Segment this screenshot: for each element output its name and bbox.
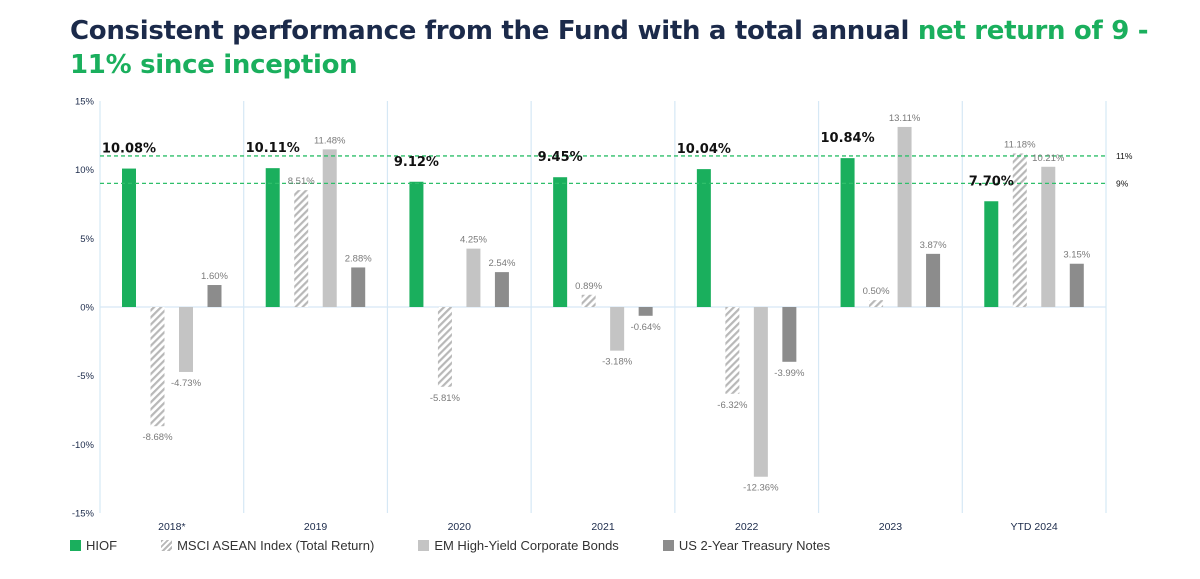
y-tick-label: -10% (72, 440, 95, 451)
bar-us-treasury (926, 253, 941, 307)
value-label-us-treasury: -0.64% (631, 322, 662, 333)
bar-msci (294, 190, 309, 307)
value-label-hiof: 9.45% (538, 150, 583, 165)
value-label-hiof: 10.04% (677, 142, 731, 157)
page-title: Consistent performance from the Fund wit… (70, 14, 1170, 82)
bar-msci (1012, 153, 1027, 307)
value-label-msci: 11.18% (1004, 139, 1036, 150)
legend-label-hiof: HIOF (86, 538, 118, 553)
legend-item-em-bonds: EM High-Yield Corporate Bonds (418, 538, 619, 553)
bar-msci (437, 307, 452, 387)
legend-label-msci: MSCI ASEAN Index (Total Return) (177, 538, 375, 553)
bar-hiof (553, 177, 568, 307)
value-label-hiof: 10.84% (820, 131, 874, 146)
value-label-em-bonds: -3.18% (602, 357, 633, 368)
bar-us-treasury (1069, 263, 1084, 307)
y-tick-label: -15% (72, 509, 95, 520)
value-label-msci: -8.68% (142, 432, 173, 443)
x-category-label: YTD 2024 (1011, 521, 1058, 533)
bar-em-bonds (897, 126, 912, 308)
bar-us-treasury (494, 272, 509, 307)
legend-item-msci: MSCI ASEAN Index (Total Return) (161, 538, 374, 553)
value-label-us-treasury: 1.60% (201, 271, 228, 282)
bar-us-treasury (207, 285, 222, 307)
reference-line-label: 11% (1116, 151, 1133, 161)
value-label-msci: 0.50% (863, 286, 890, 297)
legend-label-us-treasury: US 2-Year Treasury Notes (678, 538, 831, 553)
legend-swatch-us-treasury (662, 540, 674, 551)
bar-msci (150, 307, 165, 427)
value-label-us-treasury: 2.54% (488, 258, 515, 269)
value-label-us-treasury: 3.87% (920, 240, 947, 251)
bar-hiof (984, 201, 999, 307)
value-label-hiof: 10.08% (102, 142, 156, 157)
y-tick-label: 0% (80, 303, 94, 314)
bar-em-bonds (179, 307, 193, 372)
chart-labels: 15% 10% 5% 0% -5% -10% -15% 10.08% 10.11% 9.12% 9.… (72, 97, 1133, 534)
value-label-us-treasury: -3.99% (774, 368, 805, 379)
value-label-msci: 0.89% (575, 281, 602, 292)
value-label-msci: 8.51% (288, 176, 315, 187)
x-category-label: 2023 (879, 521, 903, 533)
y-tick-label: 10% (75, 165, 95, 176)
bar-hiof (840, 158, 855, 307)
bar-hiof (409, 181, 424, 307)
value-label-em-bonds: 13.11% (889, 113, 921, 124)
value-label-us-treasury: 3.15% (1063, 250, 1090, 261)
bar-msci (869, 300, 884, 307)
value-label-hiof: 10.11% (246, 141, 300, 156)
value-label-hiof: 9.12% (394, 155, 439, 170)
x-category-label: 2020 (448, 521, 472, 533)
y-tick-label: 15% (75, 97, 95, 108)
title-part-2: net return of 9 - 11% since inception (70, 16, 1149, 80)
value-label-hiof: 7.70% (969, 174, 1014, 189)
bar-msci (725, 307, 740, 394)
bar-em-bonds (466, 248, 481, 307)
legend-item-hiof: HIOF (70, 538, 117, 553)
bar-hiof (696, 169, 711, 307)
bar-hiof (122, 168, 136, 307)
legend-swatch-msci (161, 540, 173, 551)
legend-item-us-treasury: US 2-Year Treasury Notes (662, 538, 831, 553)
value-label-em-bonds: 10.21% (1032, 153, 1065, 164)
bar-us-treasury (638, 307, 653, 316)
x-category-label: 2019 (304, 521, 328, 533)
bar-em-bonds (753, 307, 768, 477)
legend-swatch-hiof (70, 540, 81, 551)
x-category-label: 2022 (735, 521, 759, 533)
title-part-1: Consistent performance from the Fund wit… (70, 16, 918, 46)
reference-lines (100, 155, 1106, 185)
bar-msci (581, 294, 596, 307)
chart-grid (99, 101, 1107, 513)
chart-legend: HIOF MSCI ASEAN Index (Total Return) EM … (70, 538, 874, 553)
value-label-em-bonds: -12.36% (743, 483, 779, 494)
bar-hiof (265, 168, 280, 307)
bar-us-treasury (782, 307, 797, 362)
value-label-em-bonds: 11.48% (314, 135, 346, 146)
bar-em-bonds (322, 149, 337, 307)
value-label-us-treasury: 2.88% (345, 253, 372, 264)
bar-em-bonds (1041, 166, 1056, 307)
legend-label-em-bonds: EM High-Yield Corporate Bonds (434, 538, 619, 553)
y-tick-label: -5% (77, 371, 94, 382)
value-label-msci: -5.81% (430, 393, 461, 404)
chart-bars (122, 126, 1084, 477)
bar-em-bonds (610, 307, 625, 351)
value-label-msci: -6.32% (717, 400, 748, 411)
x-category-label: 2021 (591, 521, 615, 533)
value-label-em-bonds: -4.73% (171, 378, 202, 389)
x-category-label: 2018* (158, 521, 185, 533)
value-label-em-bonds: 4.25% (460, 235, 487, 246)
y-tick-label: 5% (80, 234, 94, 245)
reference-line-label: 9% (1116, 178, 1129, 188)
legend-swatch-em-bonds (418, 540, 430, 551)
bar-us-treasury (351, 267, 366, 307)
